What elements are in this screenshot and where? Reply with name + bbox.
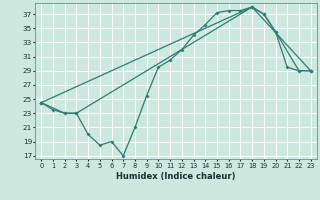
X-axis label: Humidex (Indice chaleur): Humidex (Indice chaleur) [116,172,236,181]
